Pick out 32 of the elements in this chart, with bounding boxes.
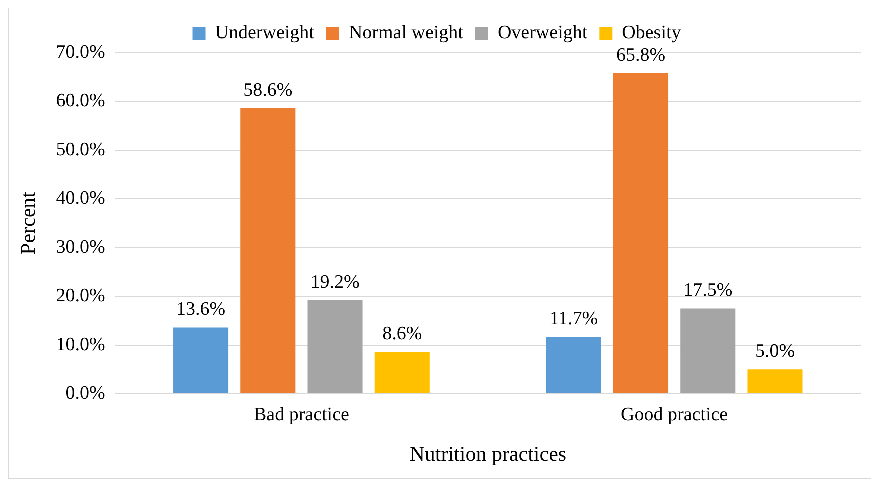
data-label: 11.7% (550, 308, 598, 330)
y-tick-label: 40.0% (56, 188, 106, 210)
bar (748, 370, 803, 394)
data-label: 19.2% (310, 272, 360, 293)
legend-label: Overweight (498, 22, 588, 44)
bar (613, 73, 669, 394)
legend-label: Normal weight (348, 22, 464, 44)
data-label: 8.6% (382, 324, 422, 345)
bar (546, 337, 602, 394)
bar (680, 308, 736, 394)
data-label: 58.6% (244, 80, 293, 102)
data-label: 17.5% (684, 280, 733, 302)
y-tick-label: 20.0% (56, 286, 106, 307)
y-axis-title: Percent (16, 192, 40, 255)
legend-label: Underweight (215, 22, 316, 44)
data-label: 5.0% (755, 341, 796, 362)
x-tick-label: Bad practice (254, 404, 350, 426)
bar (174, 328, 229, 394)
y-tick-label: 50.0% (56, 139, 106, 160)
y-tick-label: 0.0% (66, 382, 106, 404)
bar (374, 352, 430, 394)
y-tick-label: 30.0% (56, 236, 106, 258)
y-tick-label: 60.0% (56, 90, 106, 112)
bar (240, 108, 296, 394)
x-axis-title: Nutrition practices (410, 442, 567, 466)
legend-label: Obesity (622, 22, 682, 44)
data-label: 65.8% (616, 44, 666, 66)
x-tick-label: Good practice (621, 404, 728, 426)
bar (308, 300, 363, 394)
data-label: 13.6% (176, 299, 226, 320)
y-tick-label: 70.0% (56, 42, 106, 63)
y-tick-label: 10.0% (56, 334, 106, 356)
